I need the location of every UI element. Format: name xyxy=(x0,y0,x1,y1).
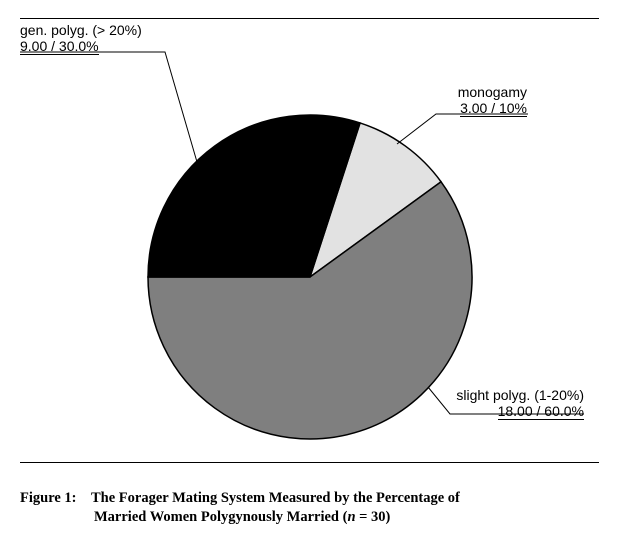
caption-lead: Figure 1: xyxy=(20,490,77,506)
leader-line xyxy=(20,52,197,162)
label-slight-polyg: slight polyg. (1-20%) 18.00 / 60.0% xyxy=(456,387,584,420)
label-monogamy-title: monogamy xyxy=(458,84,527,100)
leader-line xyxy=(397,114,528,144)
bottom-rule xyxy=(20,462,599,463)
label-gen-polyg-title: gen. polyg. (> 20%) xyxy=(20,22,142,38)
label-monogamy-value: 3.00 / 10% xyxy=(460,100,527,117)
label-slight-polyg-title: slight polyg. (1-20%) xyxy=(456,387,584,403)
caption-line2-post: = 30) xyxy=(356,509,391,525)
figure-caption: Figure 1: The Forager Mating System Meas… xyxy=(20,489,599,528)
chart-area: gen. polyg. (> 20%) 9.00 / 30.0% monogam… xyxy=(20,22,599,462)
label-slight-polyg-value: 18.00 / 60.0% xyxy=(498,403,584,420)
caption-line2-n: n xyxy=(347,509,355,525)
label-gen-polyg: gen. polyg. (> 20%) 9.00 / 30.0% xyxy=(20,22,142,55)
caption-line1: The Forager Mating System Measured by th… xyxy=(80,490,460,506)
caption-line2-pre: Married Women Polygynously Married ( xyxy=(94,509,347,525)
figure-container: gen. polyg. (> 20%) 9.00 / 30.0% monogam… xyxy=(0,0,619,534)
label-gen-polyg-value: 9.00 / 30.0% xyxy=(20,38,99,55)
top-rule xyxy=(20,18,599,19)
label-monogamy: monogamy 3.00 / 10% xyxy=(458,84,527,117)
